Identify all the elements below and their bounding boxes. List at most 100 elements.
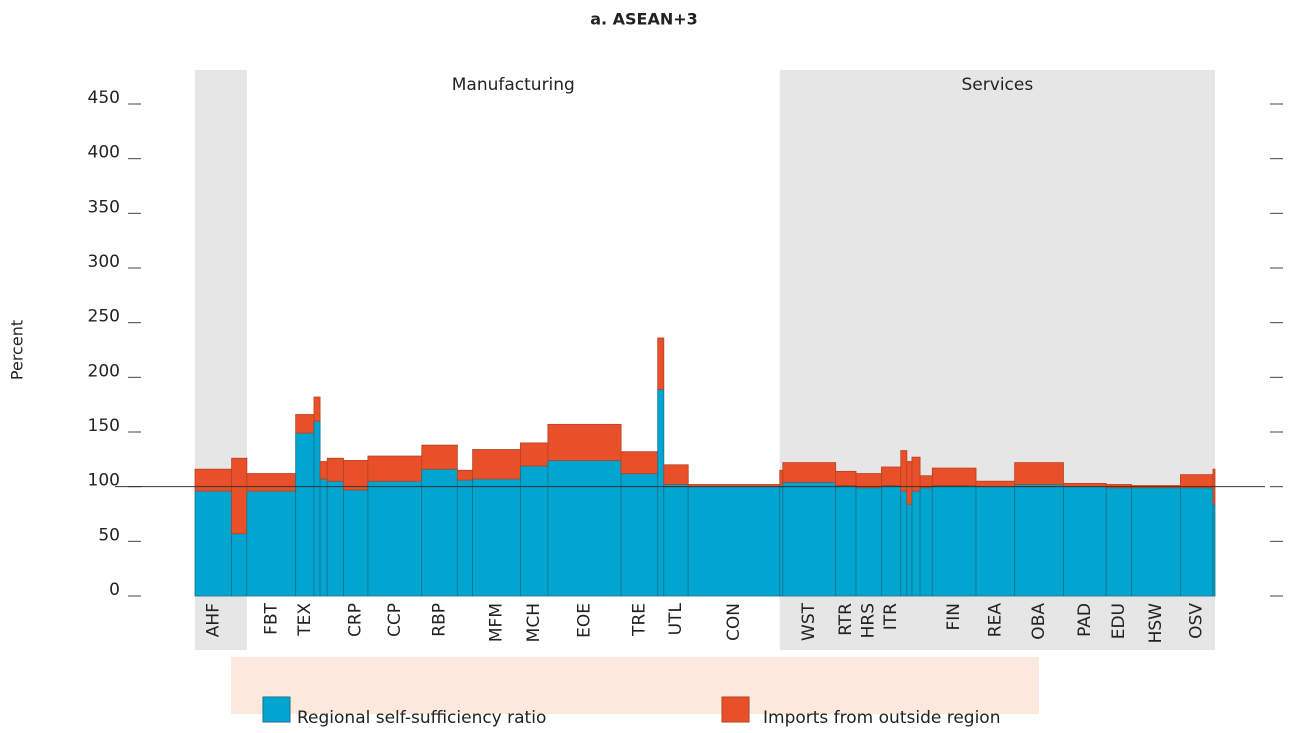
x-tick-label: WST — [799, 602, 819, 641]
bar-segment — [620, 451, 659, 474]
bar-segment — [421, 444, 458, 470]
x-tick-label: OBA — [1029, 603, 1049, 640]
x-tick-label: UTL — [666, 602, 686, 635]
x-tick-label: EDU — [1109, 603, 1129, 639]
bar-segment — [547, 423, 622, 461]
x-tick-label: PAD — [1075, 603, 1095, 637]
bar-segment — [343, 489, 369, 597]
legend-swatch — [262, 696, 291, 723]
chart-title: a. ASEAN+3 — [590, 10, 698, 29]
bar-segment — [1063, 486, 1107, 597]
bar-segment — [975, 480, 1016, 488]
bar-segment — [906, 461, 913, 505]
legend-swatch — [721, 696, 750, 723]
y-tick-label: 250 — [88, 307, 120, 327]
bar-segment — [779, 486, 784, 597]
bar-segment — [900, 490, 908, 597]
x-tick-label: FIN — [944, 603, 964, 631]
bar-segment — [1014, 462, 1064, 485]
bar-segment — [906, 503, 913, 597]
bar-segment — [1180, 474, 1214, 489]
bar-segment — [472, 449, 521, 480]
y-tick-label: 400 — [88, 143, 120, 163]
bar-segment — [231, 533, 248, 597]
x-tick-label: EOE — [574, 603, 594, 638]
sector-label: Manufacturing — [452, 75, 575, 95]
y-tick-label: 0 — [109, 580, 120, 600]
bar-segment — [835, 485, 857, 597]
bar-segment — [313, 396, 321, 422]
x-tick-label: HSW — [1146, 603, 1166, 644]
bar-segment — [919, 475, 933, 489]
x-tick-label: CCP — [385, 603, 405, 637]
legend: Regional self-sufficiency ratio Imports f… — [262, 696, 1001, 728]
y-tick-label: 50 — [98, 525, 120, 545]
x-tick-label: HRS — [859, 603, 879, 638]
bar-segment — [855, 473, 882, 489]
x-tick-label: AHF — [203, 603, 223, 637]
bar-segment — [782, 481, 837, 597]
bar-segment — [456, 479, 474, 597]
bar-segment — [231, 457, 248, 535]
bar-segment — [1131, 487, 1181, 597]
bar-segment — [520, 465, 549, 597]
bar-segment — [881, 485, 902, 597]
bar-segment — [911, 490, 921, 597]
bar-segment — [295, 414, 315, 434]
bar-segment — [687, 486, 781, 597]
bar-segment — [835, 470, 857, 486]
bar-segment — [313, 420, 321, 597]
bar-segment — [855, 487, 882, 597]
y-tick-label: 150 — [88, 416, 120, 436]
bar-segment — [931, 485, 977, 597]
x-tick-label: RBP — [430, 603, 450, 637]
bar-segment — [657, 388, 665, 597]
legend-box — [231, 657, 1039, 714]
bar-segment — [1180, 487, 1214, 597]
bar-segment — [326, 480, 344, 597]
bar-segment — [1212, 503, 1216, 597]
x-tick-label: MCH — [524, 603, 544, 642]
bar-segment — [881, 466, 902, 486]
y-tick-label: 450 — [88, 88, 120, 108]
x-tick-label: OSV — [1187, 603, 1207, 639]
bar-segment — [326, 457, 344, 482]
bar-segment — [1105, 484, 1133, 489]
bar-segment — [343, 460, 369, 491]
bar-segment — [657, 337, 665, 390]
bar-segment — [663, 484, 689, 597]
y-tick-label: 200 — [88, 361, 120, 381]
bar-segment — [620, 473, 659, 597]
bar-segment — [919, 487, 933, 597]
bar-segment — [367, 480, 423, 597]
bar-segment — [1105, 487, 1133, 597]
bar-segment — [975, 486, 1016, 597]
y-axis-label: Percent — [8, 320, 27, 380]
x-tick-label: MFM — [487, 603, 507, 642]
y-tick-label: 350 — [88, 197, 120, 217]
bar-segment — [911, 456, 921, 492]
x-tick-label: TRE — [629, 603, 649, 637]
bar-segment — [367, 455, 423, 482]
bar-segment — [246, 490, 297, 597]
bar-segment — [547, 460, 622, 597]
bar-segment — [246, 473, 297, 492]
bar-segment — [931, 467, 977, 486]
bar-segment — [295, 432, 315, 597]
bar-segment — [520, 442, 549, 467]
x-tick-label: TEX — [295, 603, 315, 637]
bar-segment — [779, 469, 784, 488]
x-tick-label: REA — [985, 603, 1005, 638]
y-tick-label: 300 — [88, 252, 120, 272]
bar-segment — [319, 478, 328, 597]
bar-segment — [456, 469, 474, 481]
legend-label: Imports from outside region — [763, 708, 1001, 728]
bar-segment — [1014, 484, 1064, 597]
bar-segment — [421, 468, 458, 597]
bar-segment — [663, 464, 689, 485]
x-tick-label: RTR — [836, 603, 856, 636]
bar-segment — [900, 450, 908, 492]
sector-label: Services — [962, 75, 1034, 95]
x-tick-label: CRP — [346, 603, 366, 637]
